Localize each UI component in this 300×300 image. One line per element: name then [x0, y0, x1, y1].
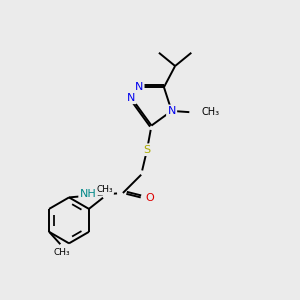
Text: CH₃: CH₃ [96, 185, 113, 194]
Text: NH: NH [80, 190, 96, 200]
Text: N: N [127, 93, 136, 103]
Text: O: O [145, 193, 154, 203]
Text: CH₃: CH₃ [201, 107, 219, 117]
Text: N: N [135, 82, 143, 92]
Text: S: S [143, 145, 151, 155]
Text: CH₃: CH₃ [53, 248, 70, 257]
Text: N: N [167, 106, 176, 116]
